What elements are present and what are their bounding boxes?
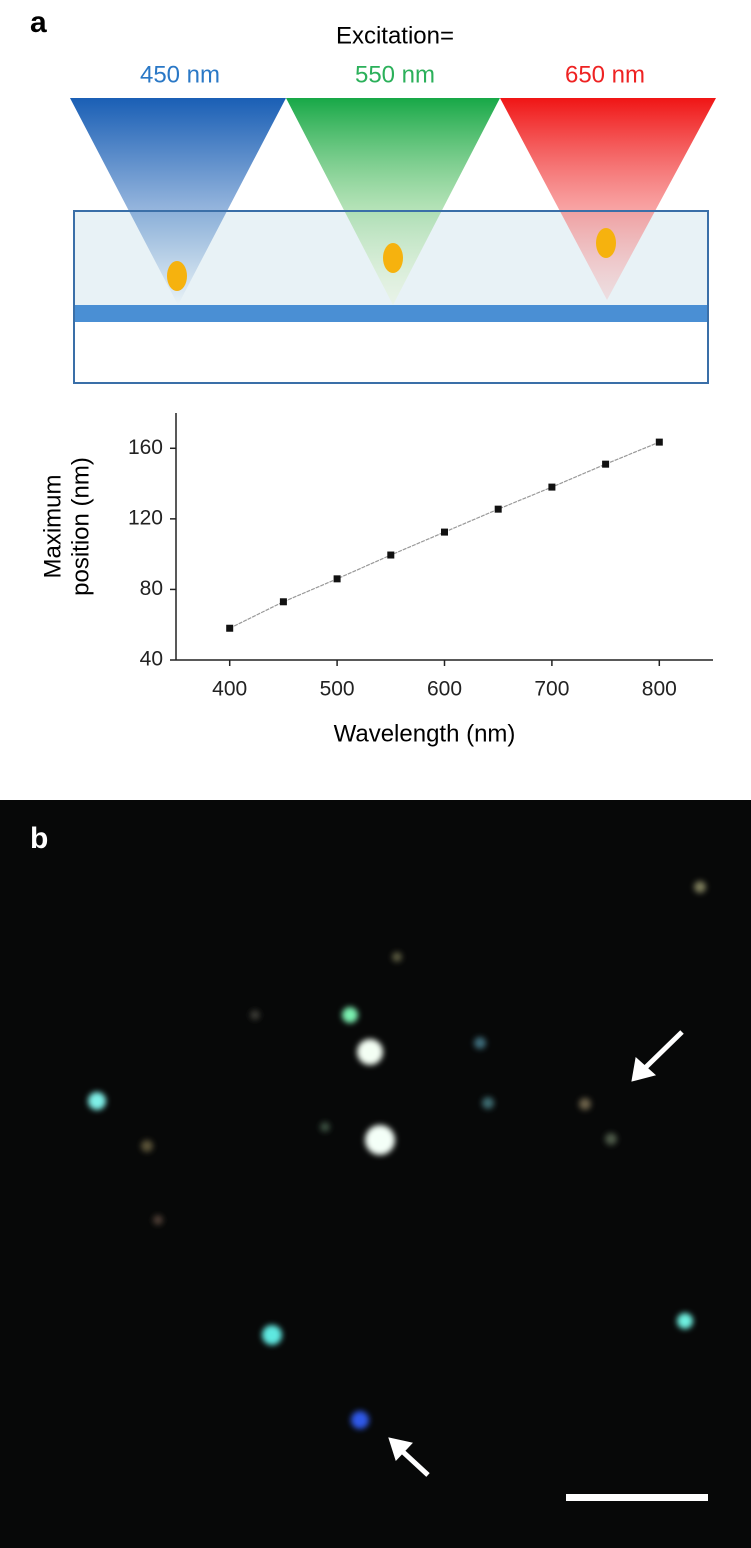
- data-point: [494, 505, 502, 513]
- green-beam: [286, 98, 500, 305]
- particles: [88, 881, 706, 1429]
- red-beam: [500, 98, 716, 300]
- particle: [596, 228, 616, 258]
- data-point: [602, 460, 610, 468]
- data-point: [333, 575, 341, 583]
- particle: [167, 261, 187, 291]
- x-tick-label: 500: [320, 678, 355, 701]
- y-tick-label: 40: [140, 648, 163, 671]
- data-point: [548, 483, 556, 491]
- y-tick-label: 120: [128, 506, 163, 529]
- blue-beam: [70, 98, 286, 305]
- beam-label: 550 nm: [355, 61, 435, 88]
- x-tick-label: 600: [427, 678, 462, 701]
- data-point: [387, 551, 395, 559]
- data-point: [226, 624, 234, 632]
- y-axis-title: position (nm): [67, 457, 94, 596]
- scale-bar: [566, 1494, 708, 1501]
- beam-label: 650 nm: [565, 61, 645, 88]
- x-axis-title: Wavelength (nm): [334, 720, 516, 747]
- panel-label: a: [30, 6, 47, 39]
- y-tick-label: 160: [128, 436, 163, 459]
- chart: 40 80 120 160 400 500 600 700 800 Wavelength (nm)…: [39, 413, 713, 747]
- panel-label: b: [30, 822, 48, 855]
- arrows: [388, 1030, 684, 1477]
- y-tick-label: 80: [140, 577, 163, 600]
- x-tick-label: 800: [642, 678, 677, 701]
- data-point: [655, 438, 663, 446]
- data-point: [279, 598, 287, 606]
- particle: [383, 243, 403, 273]
- sample-frame: [73, 210, 709, 384]
- substrate-band: [74, 305, 708, 322]
- dark-field-image: [0, 800, 751, 1548]
- x-tick-label: 700: [534, 678, 569, 701]
- data-point: [441, 528, 448, 536]
- x-tick-label: 400: [212, 678, 247, 701]
- y-axis-title: Maximum: [39, 474, 66, 578]
- excitation-title: Excitation=: [336, 22, 454, 49]
- beam-label: 450 nm: [140, 61, 220, 88]
